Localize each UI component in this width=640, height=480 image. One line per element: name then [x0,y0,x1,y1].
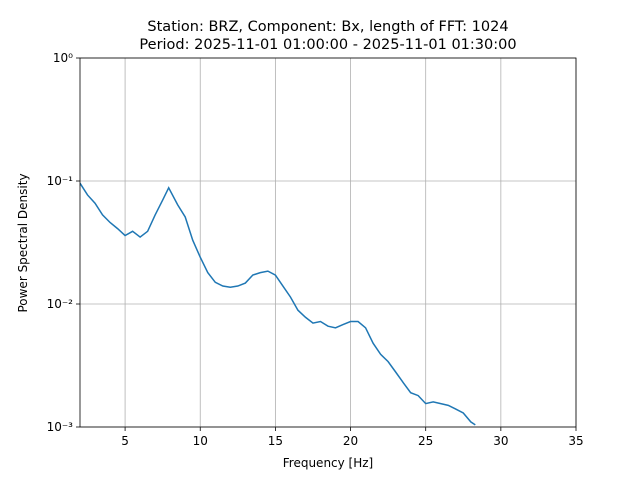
y-tick-label: 10⁰ [53,51,73,65]
x-axis-label: Frequency [Hz] [283,456,374,470]
x-tick-label: 10 [193,434,208,448]
x-tick-label: 35 [568,434,583,448]
data-line [80,182,476,426]
x-tick-label: 30 [493,434,508,448]
y-axis-label: Power Spectral Density [16,173,30,312]
plot-frame [79,57,577,428]
y-tick-label: 10⁻¹ [47,174,74,188]
y-tick-label: 10⁻² [47,297,74,311]
x-tick-label: 20 [343,434,358,448]
x-tick-label: 5 [121,434,129,448]
x-tick-label: 25 [418,434,433,448]
chart-title: Period: 2025-11-01 01:00:00 - 2025-11-01… [139,37,516,53]
x-tick-label: 15 [268,434,283,448]
chart-title: Station: BRZ, Component: Bx, length of F… [147,19,508,35]
y-tick-label: 10⁻³ [47,420,74,434]
